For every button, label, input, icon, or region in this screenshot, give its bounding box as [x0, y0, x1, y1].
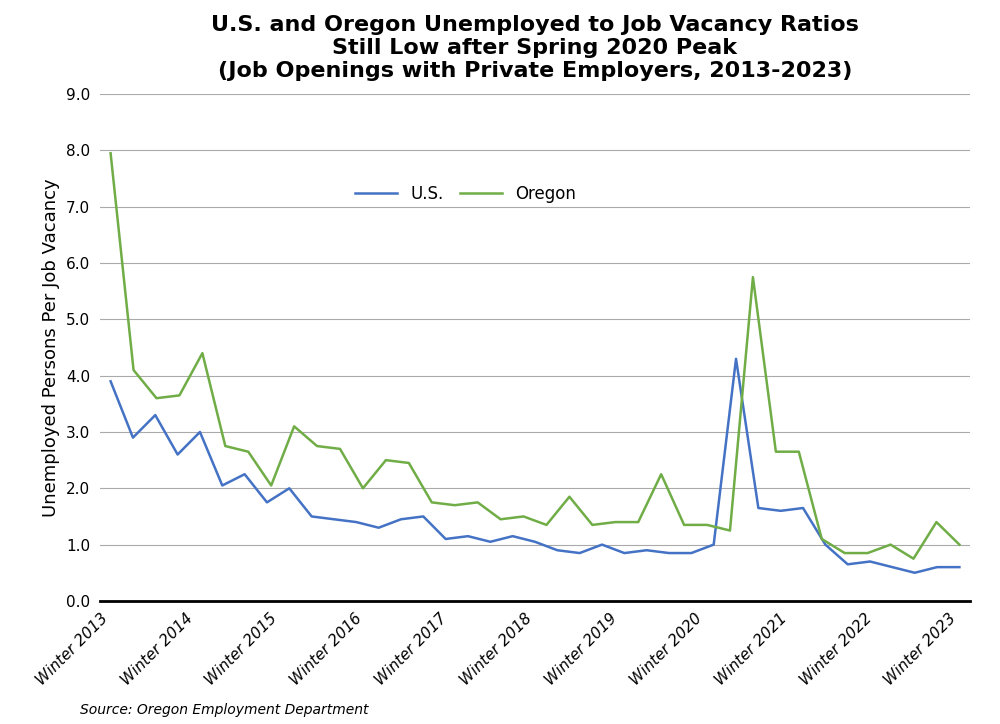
U.S.: [864, 557, 876, 566]
Oregon: [472, 498, 484, 507]
U.S.: [306, 512, 318, 521]
U.S.: [417, 512, 429, 521]
Oregon: [334, 445, 346, 453]
Oregon: [128, 366, 140, 374]
Oregon: [196, 349, 208, 358]
U.S.: [462, 532, 474, 541]
U.S.: [283, 484, 295, 492]
Oregon: [265, 481, 277, 490]
Oregon: [357, 484, 369, 492]
Oregon: [862, 549, 874, 557]
U.S.: [484, 537, 496, 546]
Oregon: [105, 149, 117, 158]
Oregon: [586, 521, 598, 529]
Oregon: [839, 549, 851, 557]
U.S.: [596, 540, 608, 549]
Y-axis label: Unemployed Persons Per Job Vacancy: Unemployed Persons Per Job Vacancy: [42, 178, 60, 517]
U.S.: [730, 355, 742, 363]
Oregon: [770, 447, 782, 456]
U.S.: [797, 504, 809, 513]
U.S.: [261, 498, 273, 507]
U.S.: [507, 532, 519, 541]
U.S.: [127, 433, 139, 442]
Legend: U.S., Oregon: U.S., Oregon: [348, 179, 582, 210]
U.S.: [395, 515, 407, 523]
Oregon: [540, 521, 552, 529]
U.S.: [752, 504, 764, 513]
Oregon: [816, 534, 828, 543]
U.S.: [931, 563, 943, 571]
Oregon: [311, 442, 323, 450]
Oregon: [655, 470, 667, 479]
Oregon: [747, 273, 759, 282]
Oregon: [701, 521, 713, 529]
U.S.: [529, 537, 541, 546]
U.S.: [194, 428, 206, 437]
Oregon: [908, 555, 920, 563]
Oregon: [426, 498, 438, 507]
Oregon: [793, 447, 805, 456]
Oregon: [632, 518, 644, 526]
Oregon: [678, 521, 690, 529]
U.S.: [328, 515, 340, 523]
Oregon: [219, 442, 231, 450]
U.S.: [149, 411, 161, 419]
U.S.: [373, 523, 385, 532]
U.S.: [819, 540, 831, 549]
Oregon: [380, 456, 392, 465]
U.S.: [663, 549, 675, 557]
Oregon: [173, 391, 185, 400]
U.S.: [685, 549, 697, 557]
Oregon: [563, 492, 575, 501]
Oregon: [150, 394, 162, 403]
U.S.: [105, 377, 117, 386]
Title: U.S. and Oregon Unemployed to Job Vacancy Ratios
Still Low after Spring 2020 Pea: U.S. and Oregon Unemployed to Job Vacanc…: [211, 15, 859, 82]
Oregon: [518, 512, 530, 521]
Oregon: [495, 515, 507, 523]
U.S.: [775, 507, 787, 515]
U.S.: [641, 546, 653, 555]
U.S.: [953, 563, 965, 571]
U.S.: [239, 470, 251, 479]
U.S.: [842, 560, 854, 568]
Oregon: [930, 518, 942, 526]
Oregon: [242, 447, 254, 456]
Oregon: [953, 540, 965, 549]
Line: Oregon: Oregon: [111, 153, 959, 559]
U.S.: [886, 563, 898, 571]
U.S.: [708, 540, 720, 549]
Oregon: [885, 540, 897, 549]
U.S.: [172, 450, 184, 459]
Line: U.S.: U.S.: [111, 359, 959, 573]
Text: Source: Oregon Employment Department: Source: Oregon Employment Department: [80, 703, 368, 717]
Oregon: [403, 458, 415, 467]
Oregon: [609, 518, 621, 526]
U.S.: [574, 549, 586, 557]
Oregon: [449, 501, 461, 510]
U.S.: [551, 546, 563, 555]
Oregon: [724, 526, 736, 535]
U.S.: [350, 518, 362, 526]
U.S.: [216, 481, 228, 490]
Oregon: [288, 422, 300, 431]
U.S.: [909, 568, 921, 577]
U.S.: [440, 534, 452, 543]
U.S.: [618, 549, 630, 557]
